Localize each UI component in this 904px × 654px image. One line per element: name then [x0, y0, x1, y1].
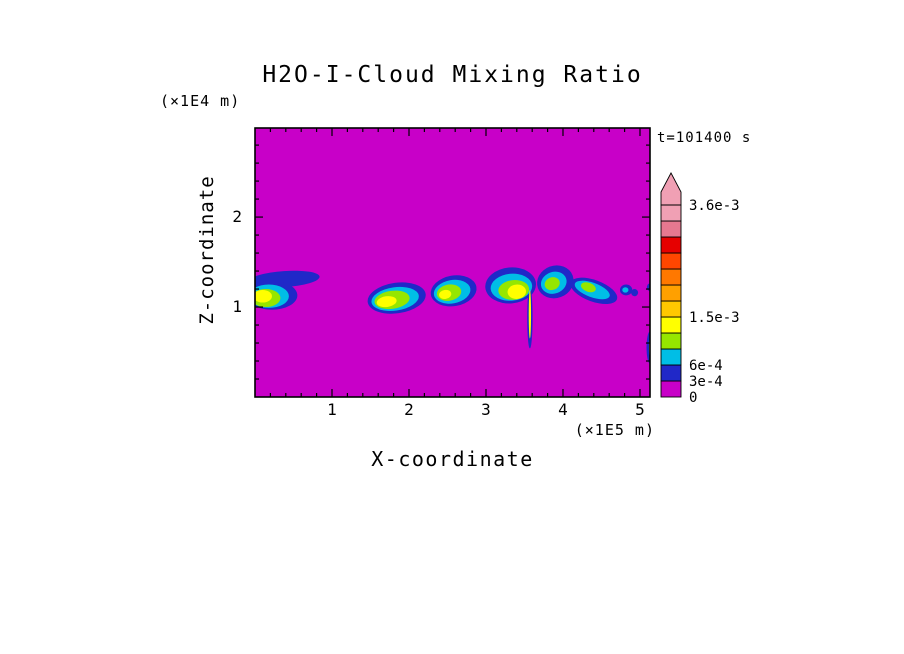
colorbar-segment	[660, 220, 682, 238]
colorbar-segment	[660, 380, 682, 398]
cloud-4	[507, 284, 527, 299]
cloud-blobs	[255, 265, 650, 364]
colorbar-segment	[660, 364, 682, 382]
colorbar-segment	[660, 268, 682, 286]
colorbar-tick-label: 6e-4	[689, 358, 723, 374]
colorbar-tick-label: 1.5e-3	[689, 310, 740, 326]
time-annotation: t=101400 s	[657, 130, 752, 146]
colorbar-segment	[660, 332, 682, 350]
colorbar-overflow-arrow	[660, 172, 682, 206]
x-axis-unit-label: (×1E5 m)	[574, 421, 655, 439]
chart-title: H2O-I-Cloud Mixing Ratio	[262, 62, 643, 88]
plot-frame	[254, 127, 651, 398]
cloud-8	[646, 331, 650, 364]
cloud-7	[631, 289, 639, 297]
colorbar-segment	[660, 348, 682, 366]
cloud-2	[376, 296, 397, 308]
colorbar-segment	[660, 236, 682, 254]
cloud-7	[622, 287, 629, 293]
colorbar-segment	[660, 204, 682, 222]
colorbar-segment	[660, 252, 682, 270]
cloud-4	[528, 289, 532, 339]
heatmap-field	[255, 128, 650, 397]
colorbar-segment	[660, 284, 682, 302]
y-axis-unit-label: (×1E4 m)	[160, 92, 241, 110]
x-tick-label: 4	[558, 400, 568, 419]
x-tick-label: 1	[327, 400, 337, 419]
y-tick-label: 2	[232, 207, 242, 226]
x-tick-label: 5	[635, 400, 645, 419]
colorbar-tick-label: 0	[689, 390, 697, 406]
cloud-3	[439, 289, 452, 299]
cloud-6	[581, 282, 596, 293]
colorbar-segment	[660, 316, 682, 334]
cloud-5	[544, 277, 560, 291]
colorbar	[660, 172, 682, 398]
colorbar-tick-label: 3e-4	[689, 374, 723, 390]
x-tick-label: 2	[404, 400, 414, 419]
colorbar-segment	[660, 300, 682, 318]
x-axis-label: X-coordinate	[371, 447, 534, 471]
axis-ticks	[255, 128, 650, 397]
colorbar-tick-label: 3.6e-3	[689, 198, 740, 214]
x-tick-label: 3	[481, 400, 491, 419]
cloud-1	[255, 289, 272, 303]
y-tick-label: 1	[232, 297, 242, 316]
